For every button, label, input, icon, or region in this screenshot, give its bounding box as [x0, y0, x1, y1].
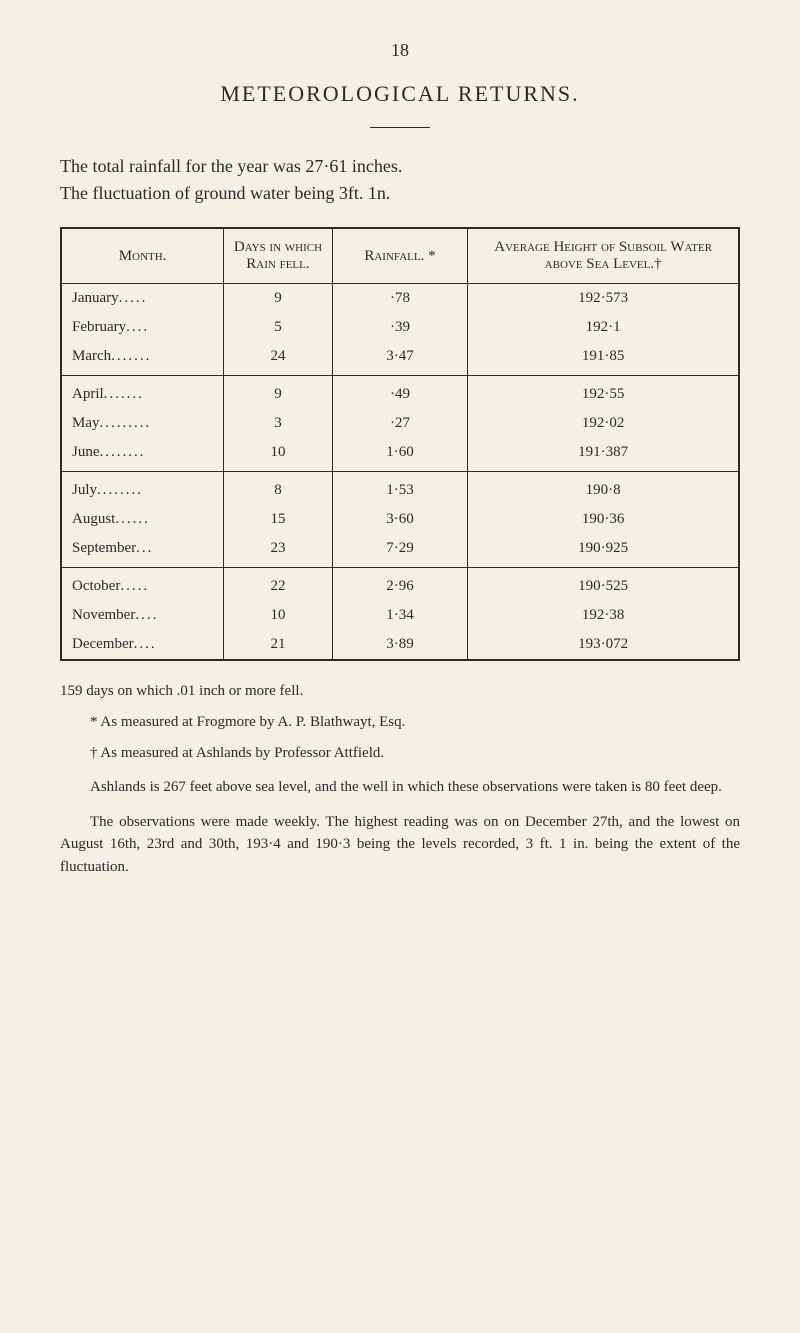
- header-height: Average Height of Subsoil Water above Se…: [468, 228, 739, 284]
- table-row: December....213·89193·072: [61, 630, 739, 660]
- cell-days: 24: [224, 342, 332, 376]
- cell-height: 190·525: [468, 568, 739, 602]
- footnote-star: * As measured at Frogmore by A. P. Blath…: [90, 712, 740, 733]
- cell-rainfall: 1·60: [332, 438, 468, 472]
- paragraph-ashlands: Ashlands is 267 feet above sea level, an…: [60, 776, 740, 799]
- cell-month: May.........: [61, 409, 224, 438]
- cell-days: 9: [224, 376, 332, 410]
- table-row: November....101·34192·38: [61, 601, 739, 630]
- header-month: Month.: [61, 228, 224, 284]
- cell-height: 193·072: [468, 630, 739, 660]
- cell-month: September...: [61, 534, 224, 568]
- cell-month: July........: [61, 472, 224, 506]
- cell-days: 9: [224, 284, 332, 314]
- cell-rainfall: 1·34: [332, 601, 468, 630]
- cell-rainfall: ·39: [332, 313, 468, 342]
- table-row: July........81·53190·8: [61, 472, 739, 506]
- cell-month: December....: [61, 630, 224, 660]
- table-row: April.......9·49192·55: [61, 376, 739, 410]
- table-row: January.....9·78192·573: [61, 284, 739, 314]
- page-number: 18: [60, 40, 740, 61]
- cell-rainfall: ·78: [332, 284, 468, 314]
- cell-month: October.....: [61, 568, 224, 602]
- cell-days: 23: [224, 534, 332, 568]
- header-rainfall: Rainfall. *: [332, 228, 468, 284]
- cell-height: 191·387: [468, 438, 739, 472]
- cell-height: 191·85: [468, 342, 739, 376]
- cell-month: February....: [61, 313, 224, 342]
- intro-line-1: The total rainfall for the year was 27·6…: [60, 156, 402, 176]
- cell-height: 192·38: [468, 601, 739, 630]
- cell-month: June........: [61, 438, 224, 472]
- footnote-summary: 159 days on which .01 inch or more fell.: [60, 681, 740, 702]
- cell-rainfall: 7·29: [332, 534, 468, 568]
- table-row: May.........3·27192·02: [61, 409, 739, 438]
- cell-days: 10: [224, 601, 332, 630]
- cell-days: 15: [224, 505, 332, 534]
- meteorological-table: Month. Days in which Rain fell. Rainfall…: [60, 227, 740, 661]
- paragraph-observations: The observations were made weekly. The h…: [60, 811, 740, 879]
- cell-height: 192·573: [468, 284, 739, 314]
- table-row: October.....222·96190·525: [61, 568, 739, 602]
- cell-days: 5: [224, 313, 332, 342]
- cell-rainfall: 3·89: [332, 630, 468, 660]
- main-title: METEOROLOGICAL RETURNS.: [60, 81, 740, 107]
- cell-month: January.....: [61, 284, 224, 314]
- cell-days: 10: [224, 438, 332, 472]
- intro-text: The total rainfall for the year was 27·6…: [60, 153, 740, 207]
- cell-days: 3: [224, 409, 332, 438]
- table-row: August......153·60190·36: [61, 505, 739, 534]
- cell-days: 22: [224, 568, 332, 602]
- footnote-dagger: † As measured at Ashlands by Professor A…: [90, 743, 740, 764]
- cell-month: April.......: [61, 376, 224, 410]
- cell-rainfall: ·27: [332, 409, 468, 438]
- table-row: March.......243·47191·85: [61, 342, 739, 376]
- cell-height: 190·8: [468, 472, 739, 506]
- cell-rainfall: 1·53: [332, 472, 468, 506]
- cell-rainfall: 3·47: [332, 342, 468, 376]
- cell-days: 21: [224, 630, 332, 660]
- cell-height: 192·02: [468, 409, 739, 438]
- cell-height: 192·1: [468, 313, 739, 342]
- cell-height: 192·55: [468, 376, 739, 410]
- cell-month: November....: [61, 601, 224, 630]
- title-divider: [370, 127, 430, 128]
- cell-rainfall: 2·96: [332, 568, 468, 602]
- cell-rainfall: 3·60: [332, 505, 468, 534]
- table-row: June........101·60191·387: [61, 438, 739, 472]
- table-header-row: Month. Days in which Rain fell. Rainfall…: [61, 228, 739, 284]
- intro-line-2: The fluctuation of ground water being 3f…: [60, 183, 390, 203]
- cell-month: August......: [61, 505, 224, 534]
- cell-height: 190·925: [468, 534, 739, 568]
- cell-month: March.......: [61, 342, 224, 376]
- header-days: Days in which Rain fell.: [224, 228, 332, 284]
- table-row: February....5·39192·1: [61, 313, 739, 342]
- cell-rainfall: ·49: [332, 376, 468, 410]
- cell-height: 190·36: [468, 505, 739, 534]
- table-row: September...237·29190·925: [61, 534, 739, 568]
- cell-days: 8: [224, 472, 332, 506]
